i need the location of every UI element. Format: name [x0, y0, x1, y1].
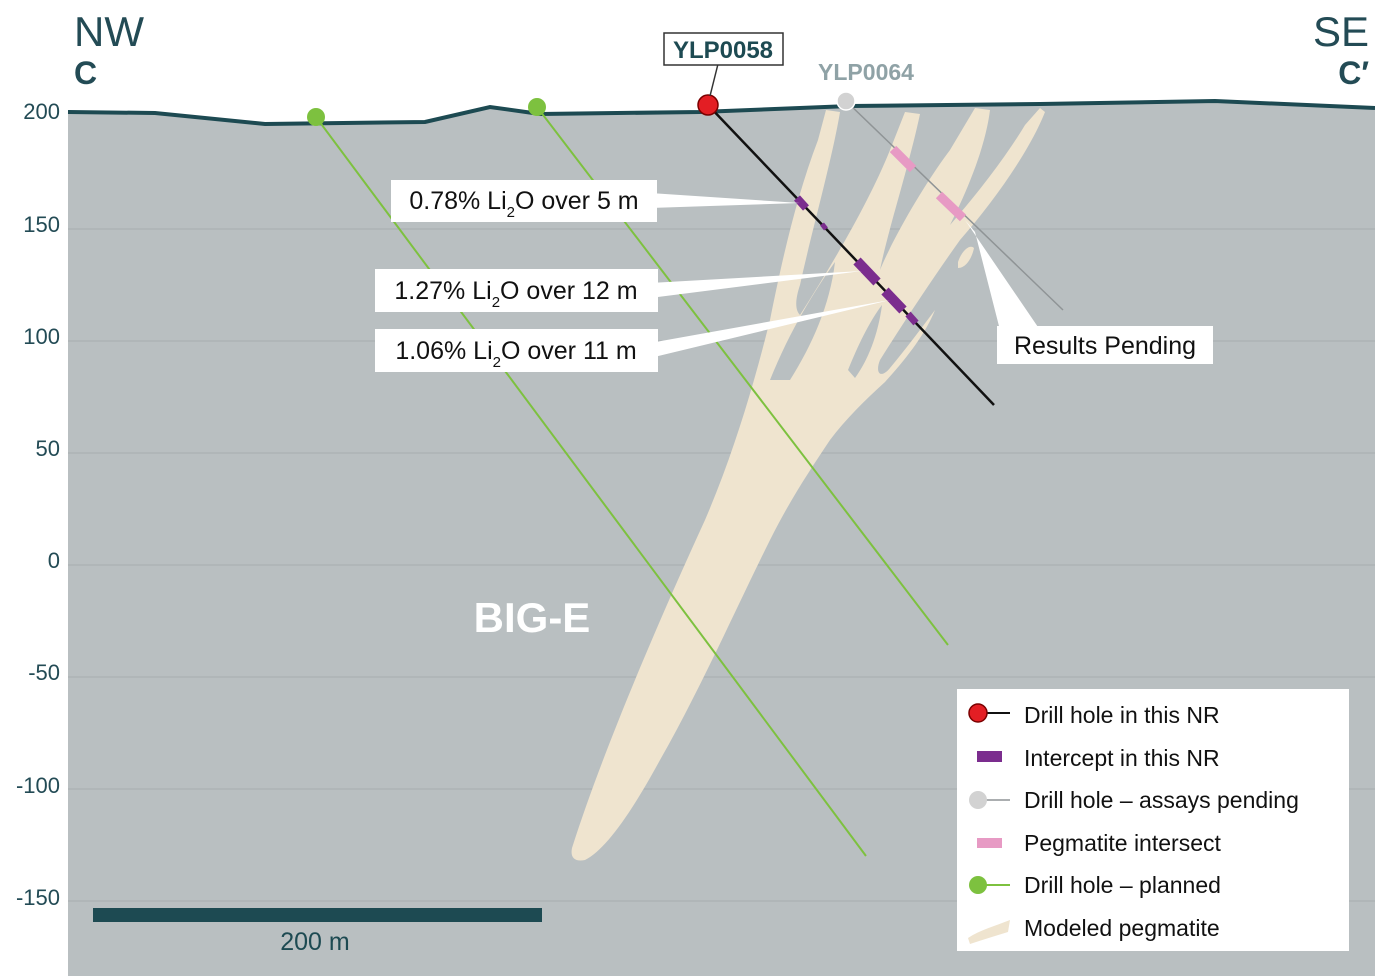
legend-label: Intercept in this NR [1024, 745, 1220, 771]
red-drill-hole-icon [968, 703, 1010, 723]
left-direction-label: NW [74, 8, 144, 55]
axis-tick-label: 0 [48, 548, 60, 573]
modeled-pegmatite [571, 108, 1045, 861]
intercept-callout-3: 1.06% Li2O over 11 m [375, 329, 658, 372]
axis-tick-label: 50 [36, 436, 60, 461]
primary-drill-trace [707, 104, 995, 406]
intercept-subscript: 2 [492, 294, 500, 311]
axis-tick-label: -150 [16, 885, 60, 910]
primary-collar [697, 94, 719, 116]
axis-tick-label: 150 [23, 212, 60, 237]
axis-tick-label: 200 [23, 99, 60, 124]
right-section-label: C′ [1338, 55, 1369, 91]
pink-intersect-icon [977, 838, 1002, 848]
green-drill-hole-icon [969, 876, 1010, 894]
intercepts [794, 195, 919, 326]
intercept-detail: O over 11 m [501, 337, 637, 365]
pegmatite-split [848, 305, 882, 378]
legend-label: Pegmatite intersect [1024, 830, 1221, 856]
axis-tick-label: 100 [23, 324, 60, 349]
intercept-detail: O over 12 m [500, 277, 638, 305]
callout-pointers [650, 193, 1040, 358]
pegmatite-intersects [889, 145, 967, 222]
legend-label: Drill hole – planned [1024, 872, 1221, 898]
intercept-callout-1: 0.78% Li2O over 5 m [391, 180, 657, 222]
intercept-grade: 1.27% Li [394, 277, 491, 305]
pegmatite-swatch-icon [968, 920, 1010, 944]
svg-text:1.06% Li2O over 11 m: 1.06% Li2O over 11 m [395, 337, 636, 371]
pending-hole-label: YLP0064 [818, 59, 914, 85]
results-pending-label: Results Pending [1014, 332, 1196, 360]
primary-hole-tag: YLP0058 [663, 32, 784, 97]
zone-label: BIG-E [474, 594, 591, 641]
intercept-subscript: 2 [493, 354, 501, 371]
legend-label: Modeled pegmatite [1024, 915, 1220, 941]
legend: Drill hole in this NR Intercept in this … [957, 689, 1349, 951]
planned-collar-2 [528, 98, 546, 116]
scale-bar: 200 m [93, 908, 542, 956]
svg-text:1.27% Li2O over 12 m: 1.27% Li2O over 12 m [394, 277, 637, 311]
svg-text:0.78% Li2O over 5 m: 0.78% Li2O over 5 m [409, 187, 638, 221]
right-direction-label: SE [1313, 8, 1369, 55]
pegmatite-lens [958, 246, 974, 268]
intercept-subscript: 2 [507, 204, 515, 221]
intercept-callout-2: 1.27% Li2O over 12 m [375, 269, 658, 312]
purple-intercept-icon [977, 751, 1002, 762]
axis-tick-label: -100 [16, 773, 60, 798]
legend-label: Drill hole – assays pending [1024, 787, 1299, 813]
primary-hole-label: YLP0058 [673, 37, 773, 64]
results-pending-callout: Results Pending [997, 326, 1213, 364]
planned-collar-1 [307, 108, 325, 126]
pending-collar [836, 91, 856, 111]
scale-bar-label: 200 m [280, 928, 349, 956]
intercept-grade: 1.06% Li [395, 337, 492, 365]
intercept-detail: O over 5 m [515, 187, 639, 215]
axis-tick-label: -50 [28, 660, 60, 685]
legend-label: Drill hole in this NR [1024, 702, 1220, 728]
elevation-axis: 200 150 100 50 0 -50 -100 -150 [16, 99, 60, 910]
left-section-label: C [74, 55, 97, 91]
intercept-grade: 0.78% Li [409, 187, 506, 215]
grey-drill-hole-icon [969, 791, 1010, 809]
